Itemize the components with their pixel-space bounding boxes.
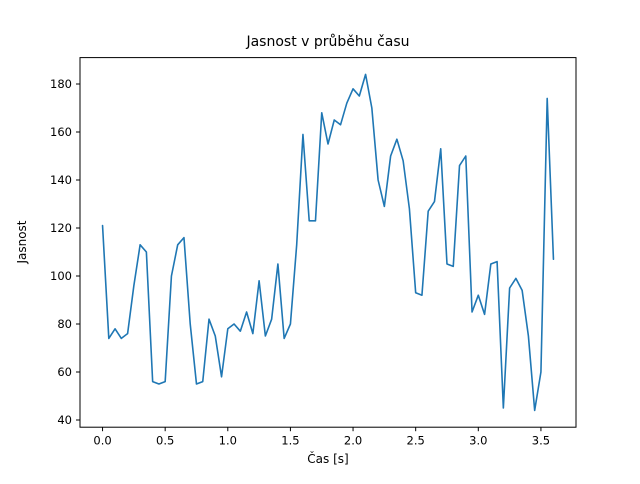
y-tick-label: 120 xyxy=(50,221,72,235)
x-tick-label: 3.5 xyxy=(532,434,550,448)
data-series xyxy=(101,73,555,412)
x-axis-ticks: 0.0 0.5 1.0 1.5 2.0 2.5 3.0 3.5 xyxy=(93,427,550,448)
y-tick-label: 100 xyxy=(50,269,72,283)
x-tick-label: 0.5 xyxy=(156,434,174,448)
y-tick-label: 180 xyxy=(50,77,72,91)
y-tick-label: 80 xyxy=(57,317,72,331)
y-tick-label: 140 xyxy=(50,173,72,187)
x-tick-label: 2.0 xyxy=(344,434,362,448)
x-tick-label: 3.0 xyxy=(469,434,487,448)
y-axis-ticks: 40 60 80 100 120 140 160 180 xyxy=(50,77,80,427)
x-tick-label: 0.0 xyxy=(93,434,111,448)
y-tick-label: 60 xyxy=(57,365,72,379)
y-tick-label: 160 xyxy=(50,125,72,139)
y-tick-label: 40 xyxy=(57,413,72,427)
plot-area xyxy=(79,57,577,428)
x-tick-label: 2.5 xyxy=(407,434,425,448)
y-axis-label: Jasnost xyxy=(15,220,29,264)
chart-title: Jasnost v průběhu času xyxy=(245,34,409,50)
brightness-line xyxy=(101,73,555,412)
x-tick-label: 1.5 xyxy=(281,434,299,448)
x-axis-label: Čas [s] xyxy=(307,451,348,466)
x-tick-label: 1.0 xyxy=(219,434,237,448)
